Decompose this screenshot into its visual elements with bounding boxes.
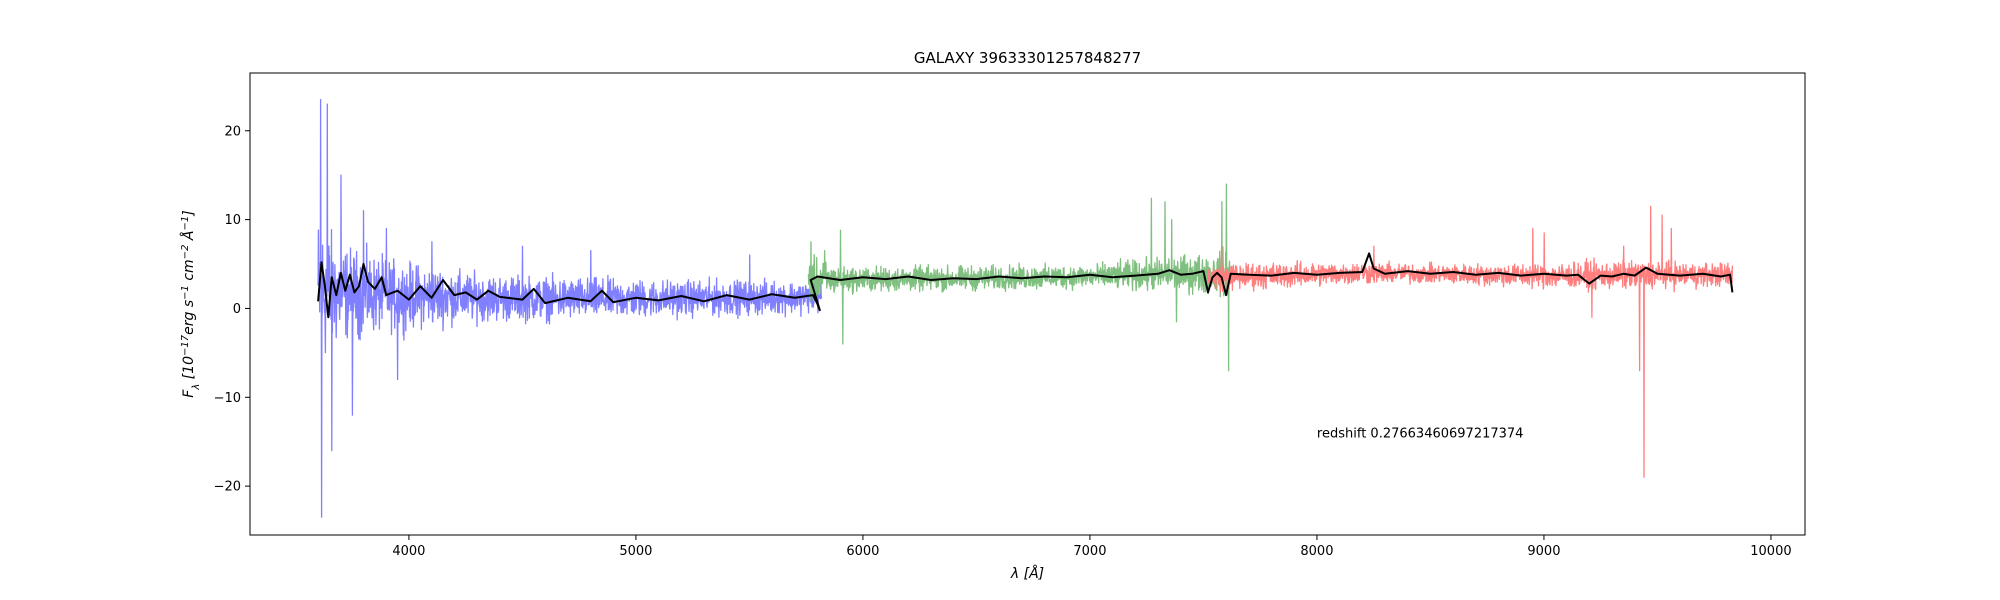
y-tick-label: 10: [224, 213, 241, 228]
x-tick-label: 6000: [846, 544, 879, 559]
x-tick-label: 5000: [619, 544, 652, 559]
x-axis: 4000 5000 6000 7000 8000 9000 10000: [392, 535, 1792, 559]
x-tick-label: 10000: [1750, 544, 1791, 559]
x-tick-label: 8000: [1300, 544, 1333, 559]
x-tick-label: 7000: [1073, 544, 1106, 559]
y-tick-label: 0: [233, 302, 241, 317]
redshift-annotation: redshift 0.27663460697217374: [1317, 426, 1524, 441]
series-model-line: [317, 252, 1734, 319]
y-axis: −20 −10 0 10 20: [214, 124, 250, 495]
axes-frame: [249, 72, 1806, 536]
y-tick-label: −10: [214, 391, 241, 406]
series-b-line: [317, 99, 823, 518]
x-axis-label: λ [Å]: [1010, 565, 1044, 582]
series-layer: [317, 99, 1734, 518]
chart-title: GALAXY 39633301257848277: [914, 49, 1141, 67]
series-g-line: [807, 183, 1232, 372]
x-tick-label: 4000: [392, 544, 425, 559]
x-tick-label: 9000: [1527, 544, 1560, 559]
y-tick-label: −20: [214, 480, 241, 495]
y-axis-label: Fλ [10−17erg s−1 cm−2 Å−1]: [180, 210, 202, 397]
y-tick-label: 20: [224, 124, 241, 139]
